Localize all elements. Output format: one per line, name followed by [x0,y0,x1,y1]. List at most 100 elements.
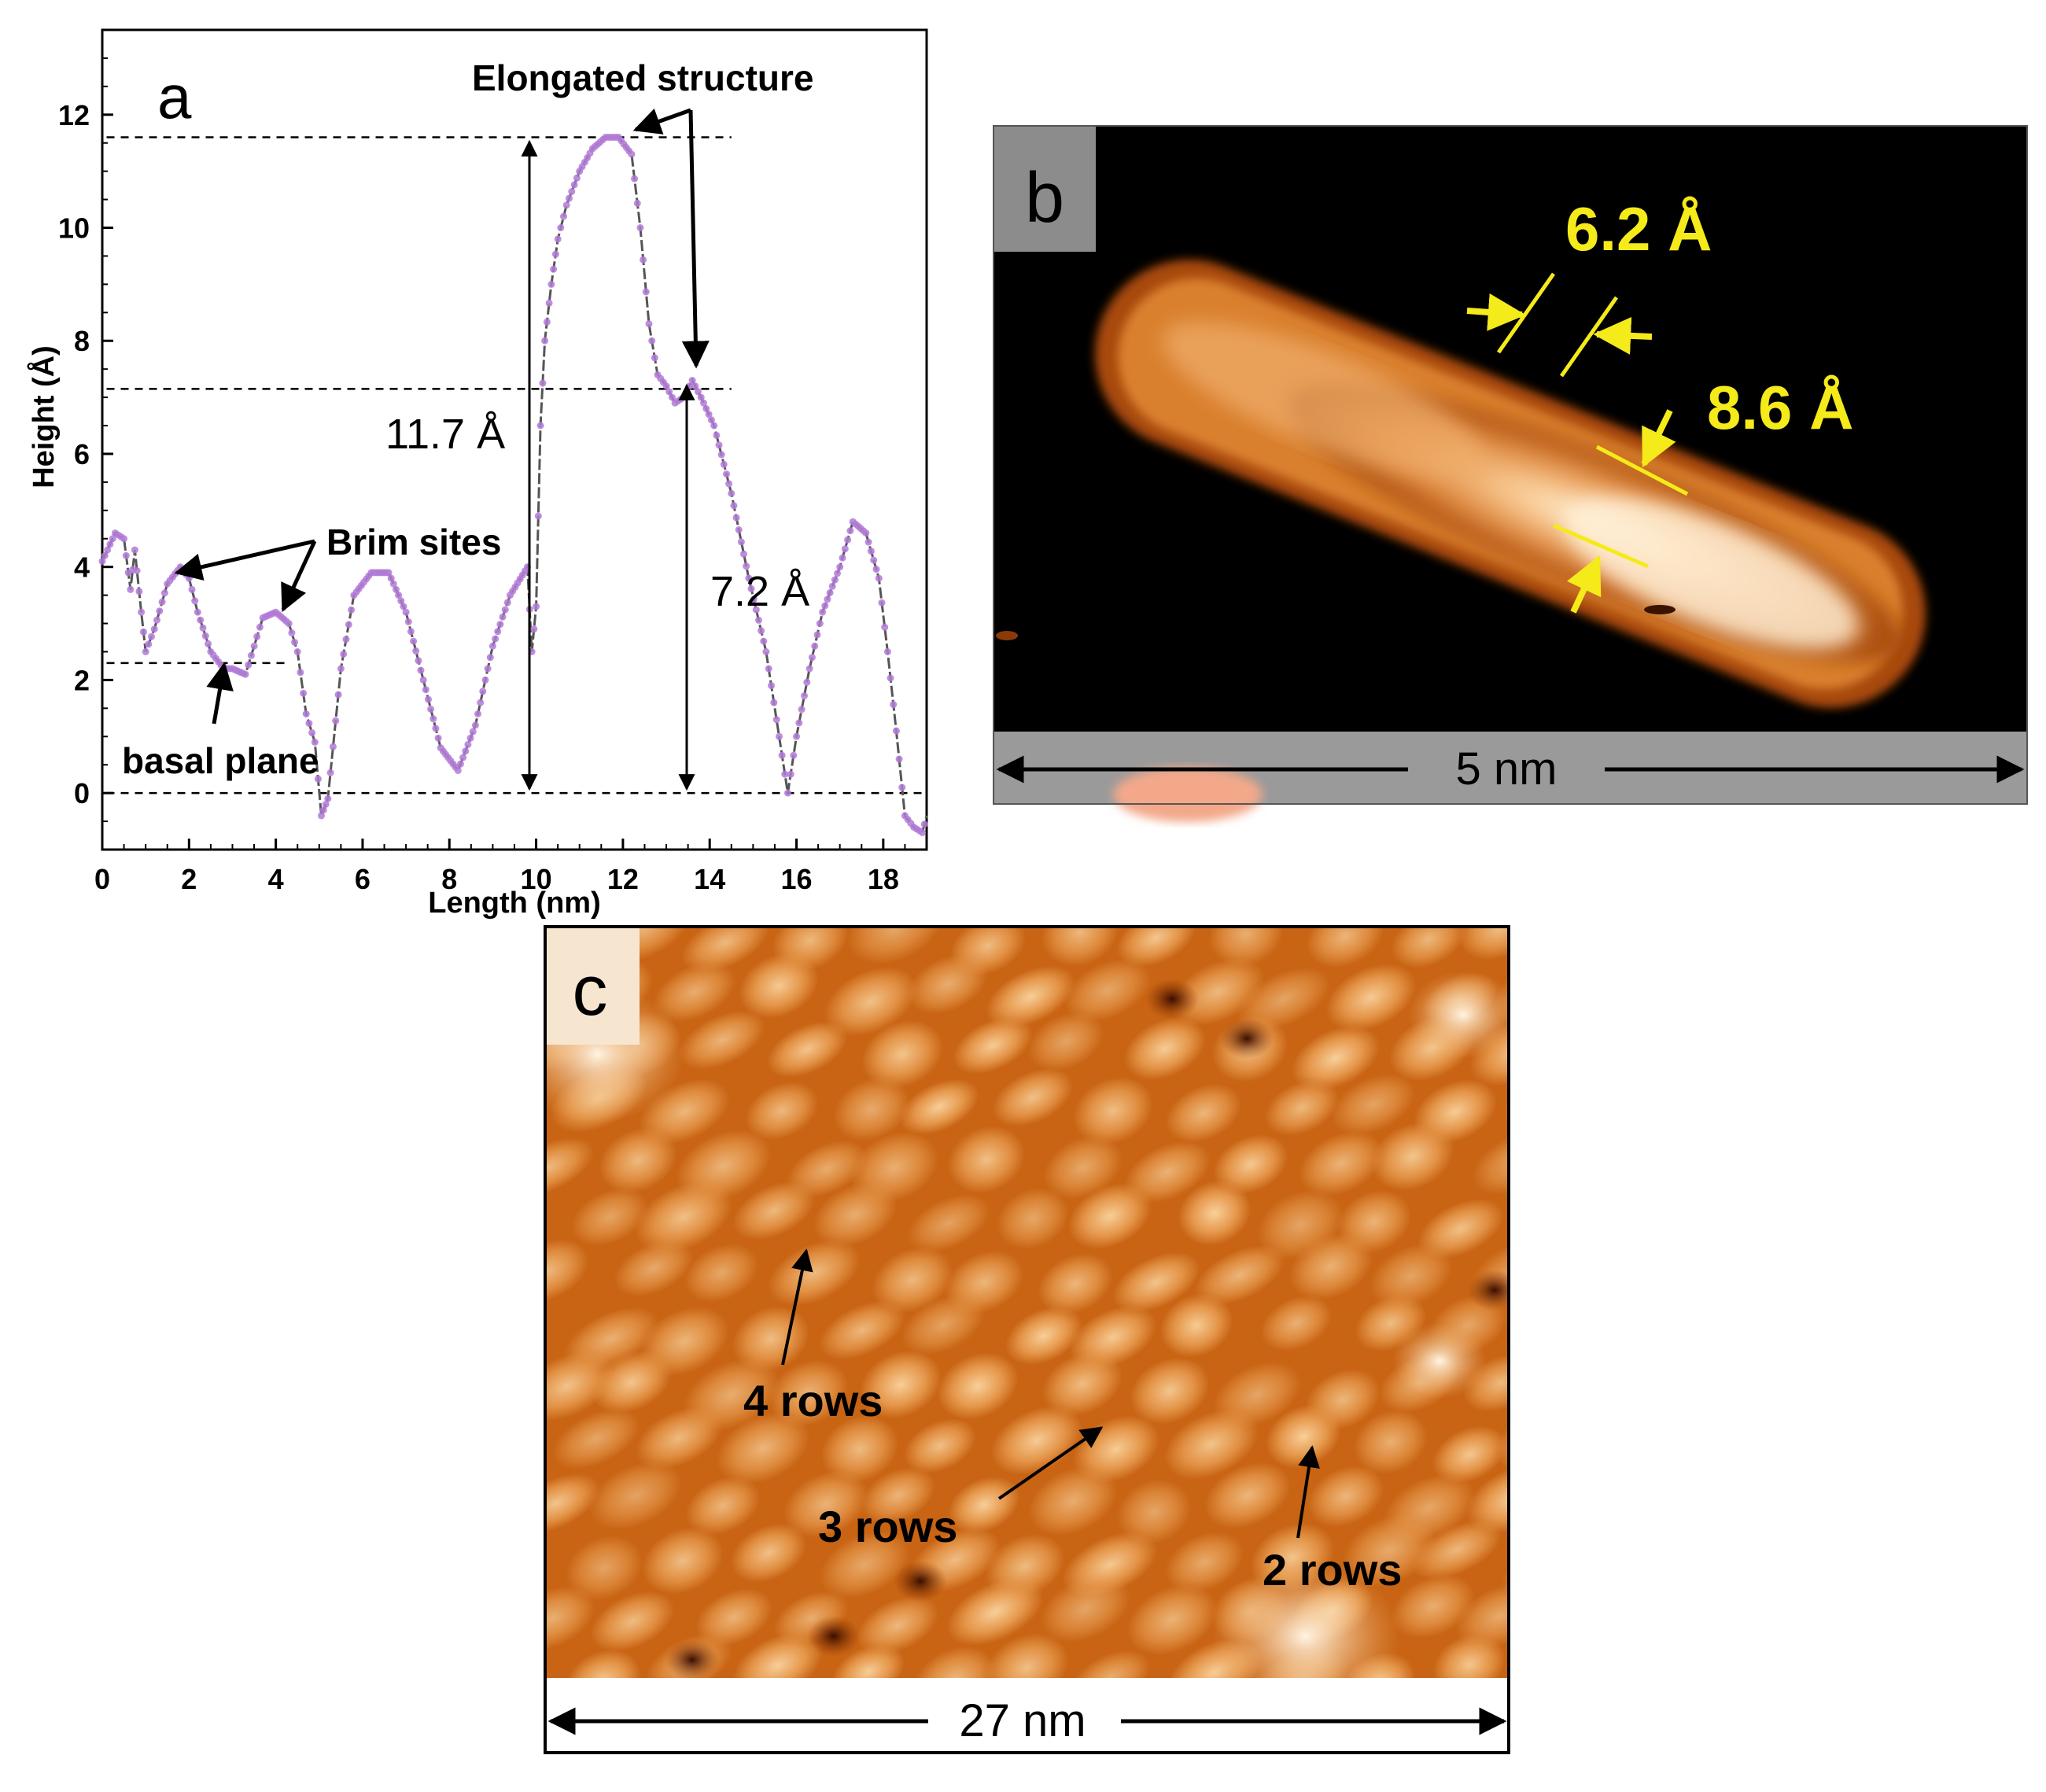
profile-point [503,599,511,607]
profile-point [345,621,352,629]
profile-point [109,535,116,543]
profile-point [481,676,489,684]
profile-point [839,554,846,562]
profile-point [199,624,207,632]
profile-point [407,628,415,636]
profile-point [834,570,841,577]
profile-point [919,828,926,836]
profile-point [160,589,168,597]
surface-blob [716,1412,810,1484]
panel-label-c: c [573,952,608,1031]
profile-point [795,719,803,727]
profile-point [717,451,725,459]
profile-point [772,716,780,724]
surface-blob [545,1473,600,1533]
profile-point [395,592,403,599]
surface-blob [1432,1633,1506,1678]
profile-point [536,422,544,430]
scale-bar-background-c [545,1678,1509,1753]
profile-point [492,635,500,643]
profile-point [496,621,504,629]
axis-ticks: 0 2 4 6 8 10 12 14 16 18 0 2 4 6 8 10 12 [58,57,927,895]
surface-blob [1432,1425,1507,1484]
profile-point [308,729,316,736]
profile-point [342,636,350,643]
profile-point [314,775,322,783]
profile-point [191,597,199,605]
surface-blob [695,1587,773,1647]
y-tick-label: 0 [74,777,90,809]
profile-point [688,377,696,384]
arrow-4-rows [781,1248,813,1366]
profile-point [305,720,313,727]
profile-point [415,657,422,665]
profile-point [568,188,576,195]
profile-point [288,629,296,636]
surface-blob [565,1535,643,1601]
surface-blob [1208,927,1284,968]
surface-blob [739,953,819,1019]
profile-point [745,574,753,582]
profile-point [545,299,553,307]
profile-point [302,710,310,717]
surface-blob [937,1352,1019,1420]
width-label-6-2: 6.2 Å [1565,194,1712,264]
profile-point [293,648,301,655]
profile-point [533,603,540,610]
profile-point [201,632,209,640]
profile-point [153,616,160,624]
surface-blob [901,1294,986,1355]
surface-blob [642,1527,724,1595]
profile-point [479,688,487,695]
surface-blob [907,953,989,1015]
profile-point [205,640,212,647]
profile-point [387,574,395,582]
profile-point [762,648,770,655]
profile-point [101,551,109,559]
surface-blob [1123,1141,1211,1204]
profile-point [573,174,581,182]
surface-blob [565,1649,642,1678]
profile-point [793,732,800,740]
profile-point [550,265,558,273]
profile-point [662,382,670,390]
profile-point [404,618,412,625]
surface-blob [1507,1635,1509,1678]
y-tick-label: 12 [58,99,90,131]
profile-point [297,669,304,677]
surface-blob [1472,1129,1509,1195]
profile-point [462,747,470,755]
profile-point [138,608,146,616]
profile-point [122,551,130,559]
profile-point [464,741,472,748]
surface-blob [824,966,918,1037]
profile-point [329,743,337,750]
profile-point [831,576,839,584]
profile-point [135,588,143,595]
x-tick-label: 10 [521,863,552,895]
profile-point [697,393,705,401]
surface-blob [1417,1198,1505,1259]
surface-blob [1071,1650,1151,1678]
profile-point [427,705,435,713]
profile-point [385,569,393,577]
surface-blob [653,961,736,1023]
profile-point [425,695,432,703]
profile-point [148,632,155,640]
surface-blob [1237,967,1331,1031]
surface-blob [545,1351,615,1421]
profile-point [474,710,481,717]
surface-blob [899,1079,979,1135]
profile-point [562,201,570,209]
profile-point [816,620,824,628]
profile-point [864,538,872,546]
small-feature [996,631,1018,640]
profile-point [798,706,805,713]
profile-point [142,648,149,655]
profile-point [256,623,264,631]
surface-blob [1130,1357,1210,1425]
profile-point [875,574,883,582]
profile-point [720,460,728,468]
surface-blob [1411,1520,1502,1580]
